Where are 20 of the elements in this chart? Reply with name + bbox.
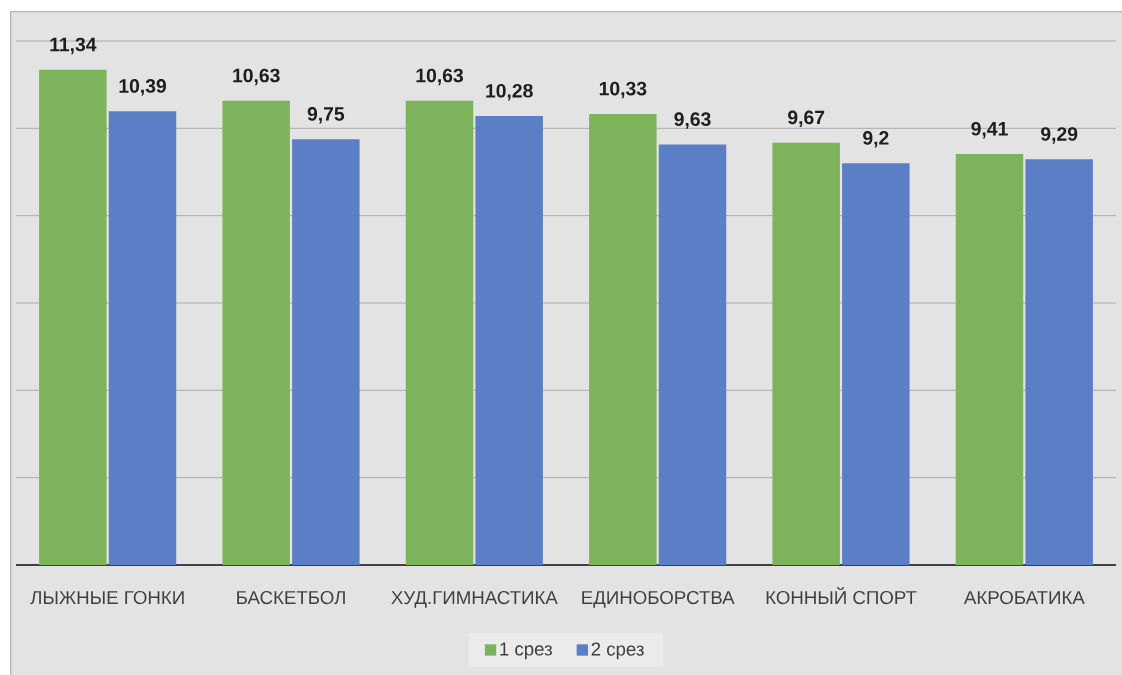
x-tick-label: КОННЫЙ СПОРТ (766, 587, 917, 605)
x-tick-label: ЕДИНОБОРСТВА (582, 590, 735, 608)
data-label: 10,63 (416, 68, 463, 86)
data-label: 10,39 (119, 79, 166, 96)
x-tick-label: АКРОБАТИКА (963, 590, 1085, 605)
x-tick-label: БАСКЕТБОЛ (237, 590, 345, 605)
data-label: 9,67 (788, 110, 825, 128)
legend-label: 2 срез (591, 642, 644, 660)
x-tick-label: ЛЫЖНЫЕ ГОНКИ (30, 590, 184, 605)
data-label: 10,28 (486, 83, 533, 101)
data-label: 10,63 (233, 68, 280, 86)
data-label: 9,29 (1041, 127, 1078, 144)
x-tick-label: ХУД.ГИМНАСТИКА (391, 590, 558, 608)
data-label: 9,2 (863, 131, 889, 148)
data-label: 11,34 (50, 37, 97, 55)
data-label: 10,33 (599, 81, 647, 99)
data-label: 9,41 (971, 121, 1008, 139)
data-label: 9,63 (674, 112, 711, 129)
data-label: 9,75 (307, 107, 345, 124)
legend-label: 1 срез (500, 642, 552, 660)
